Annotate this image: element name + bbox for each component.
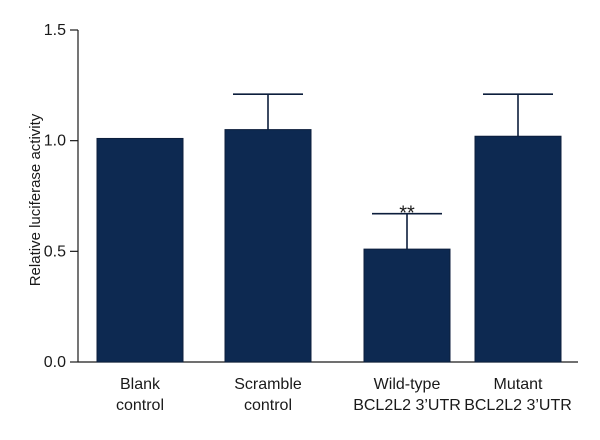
x-category-label: control — [116, 397, 164, 414]
x-category-label: Wild-type — [374, 376, 441, 393]
y-tick-label: 1.5 — [44, 22, 66, 39]
x-category-label: control — [244, 397, 292, 414]
y-tick-label: 0.0 — [44, 354, 66, 371]
bar — [474, 135, 562, 363]
y-tick-label: 1.0 — [44, 133, 66, 150]
bar — [224, 129, 312, 363]
x-category-label: Mutant — [494, 376, 543, 393]
y-tick-label: 0.5 — [44, 243, 66, 260]
x-category-label: BCL2L2 3’UTR — [464, 397, 572, 414]
x-category-label: Blank — [120, 376, 161, 393]
significance-marker: ** — [399, 203, 415, 225]
bar — [96, 137, 184, 363]
bar — [363, 248, 451, 363]
x-category-label: Scramble — [234, 376, 302, 393]
x-category-label: BCL2L2 3’UTR — [353, 397, 461, 414]
y-axis-label: Relative luciferase activity — [27, 113, 44, 286]
